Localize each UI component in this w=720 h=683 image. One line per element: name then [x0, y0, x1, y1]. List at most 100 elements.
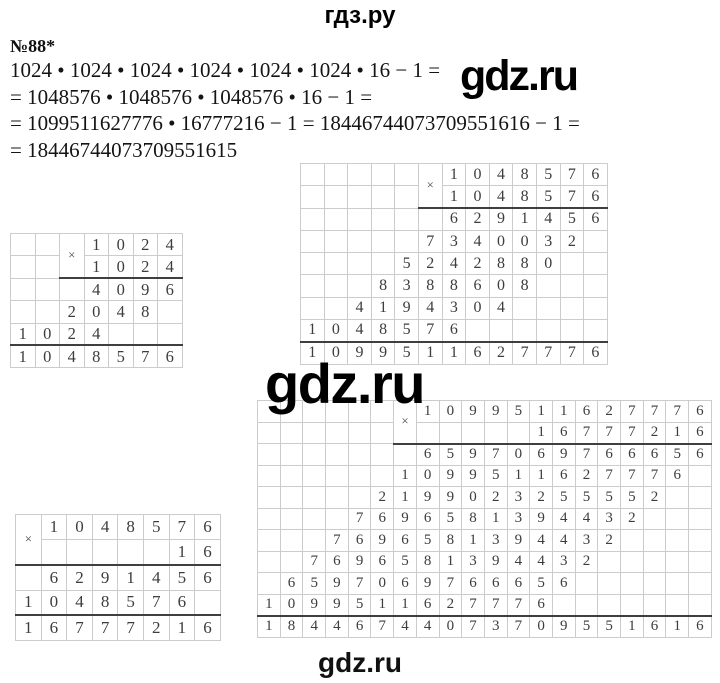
grid-row: × 1 0 2 4: [10, 232, 183, 280]
grid-cell-empty: [597, 593, 621, 617]
grid-cell-digit: 4: [142, 564, 170, 591]
grid-cell-digit: 7: [620, 464, 644, 487]
grid-cell-digit: 1: [83, 232, 109, 257]
grid-cell-digit: 6: [325, 550, 349, 573]
grid-cell-empty: [302, 421, 327, 444]
grid-cell-empty: [347, 274, 372, 298]
grid-cell-digit: 1: [300, 341, 325, 365]
grid-cell-digit: 7: [438, 572, 463, 595]
grid-cell-empty: [642, 507, 667, 530]
grid-cell-digit: 7: [559, 185, 585, 210]
grid-cell-digit: 5: [597, 486, 621, 509]
grid-cell-empty: [302, 486, 327, 509]
grid-cell-digit: 6: [194, 539, 221, 566]
grid-cell-empty: [347, 229, 372, 254]
grid-cell-digit: 1: [529, 400, 553, 423]
grid-cell-empty: [10, 232, 36, 257]
grid-cell-digit: 4: [551, 529, 576, 552]
grid-cell-digit: 4: [59, 344, 85, 369]
grid-cell-empty: [257, 507, 281, 530]
grid-cell-empty: [583, 319, 608, 343]
grid-cell-digit: 6: [665, 464, 690, 487]
grid-cell-digit: 7: [117, 614, 144, 641]
grid-cell-empty: [323, 296, 349, 321]
grid-cell-digit: 0: [108, 232, 134, 257]
grid-cell-digit: 8: [438, 529, 463, 552]
grid-cell-digit: 0: [323, 341, 349, 365]
equation-line-3: = 1099511627776 • 16777216 − 1 = 1844674…: [10, 111, 580, 136]
grid-cell-digit: 8: [512, 274, 537, 298]
grid-cell-empty: [302, 529, 327, 552]
grid-cell-empty: [132, 322, 158, 347]
grid-cell-empty: [157, 300, 183, 324]
grid-cell-digit: 9: [506, 529, 531, 552]
grid-cell-digit: 7: [642, 400, 667, 423]
grid-cell-digit: 9: [325, 572, 349, 595]
grid-cell-digit: 9: [529, 507, 553, 530]
grid-cell-empty: [279, 529, 304, 552]
grid-cell-digit: 2: [132, 255, 158, 280]
grid-row: × 1 0 4 8 5 7 6: [300, 162, 608, 210]
grid-cell-empty: [323, 252, 349, 276]
grid-cell-empty: [506, 421, 531, 445]
grid-row: × 1 0 4 8 5 7 6: [15, 513, 221, 566]
grid-cell-empty: [34, 300, 60, 324]
equation-line-4: = 18446744073709551615: [10, 137, 238, 162]
grid-cell-digit: 7: [642, 464, 667, 487]
grid-cell-digit: 0: [66, 513, 93, 541]
grid-cell-empty: [665, 507, 690, 530]
grid-row: × 1 0 9 9 5 1 1 6 2 7 7 7 6: [257, 400, 712, 445]
grid-cell-empty: [394, 207, 419, 231]
grid-cell-digit: 6: [40, 614, 68, 641]
grid-cell-empty: [393, 443, 417, 466]
grid-cell-empty: [302, 464, 327, 487]
grid-cell-digit: 1: [15, 589, 42, 617]
grid-cell-digit: 6: [194, 513, 221, 541]
grid-cell-digit: 6: [168, 589, 196, 617]
grid-cell-digit: 5: [535, 185, 561, 210]
grid-cell-empty: [325, 443, 349, 466]
grid-cell-digit: 5: [108, 344, 134, 369]
site-logo-header[interactable]: гдз.ру: [324, 2, 396, 29]
grid-cell-digit: 5: [665, 443, 690, 466]
multiplication-sign: ×: [417, 163, 443, 210]
grid-cell-digit: 4: [157, 232, 183, 257]
grid-cell-digit: 0: [415, 464, 440, 487]
grid-cell-digit: 3: [483, 529, 508, 552]
grid-cell-digit: 1: [83, 255, 109, 280]
grid-cell-empty: [300, 207, 325, 231]
grid-cell-digit: 7: [370, 615, 395, 638]
grid-cell-empty: [279, 443, 304, 466]
grid-cell-digit: 9: [551, 443, 576, 466]
grid-cell-digit: 6: [370, 550, 395, 573]
grid-cell-digit: 6: [583, 207, 608, 231]
grid-cell-empty: [665, 486, 690, 509]
grid-cell-digit: 4: [529, 529, 553, 552]
grid-cell-digit: 7: [483, 443, 508, 466]
grid-cell-empty: [574, 593, 599, 617]
grid-cell-empty: [279, 421, 304, 444]
grid-cell-digit: 8: [415, 550, 440, 573]
grid-cell-digit: 6: [279, 572, 304, 595]
grid-cell-digit: 7: [620, 400, 644, 423]
grid-cell-digit: 1: [168, 539, 196, 566]
grid-cell-empty: [535, 274, 561, 298]
grid-cell-empty: [688, 464, 712, 487]
grid-cell-digit: 1: [620, 615, 644, 638]
grid-cell-digit: 2: [465, 207, 490, 231]
grid-cell-empty: [370, 207, 396, 231]
grid-cell-digit: 1: [10, 322, 36, 347]
grid-cell-empty: [688, 550, 712, 573]
equation-line-2: = 1048576 • 1048576 • 1048576 • 16 − 1 =: [10, 84, 373, 109]
